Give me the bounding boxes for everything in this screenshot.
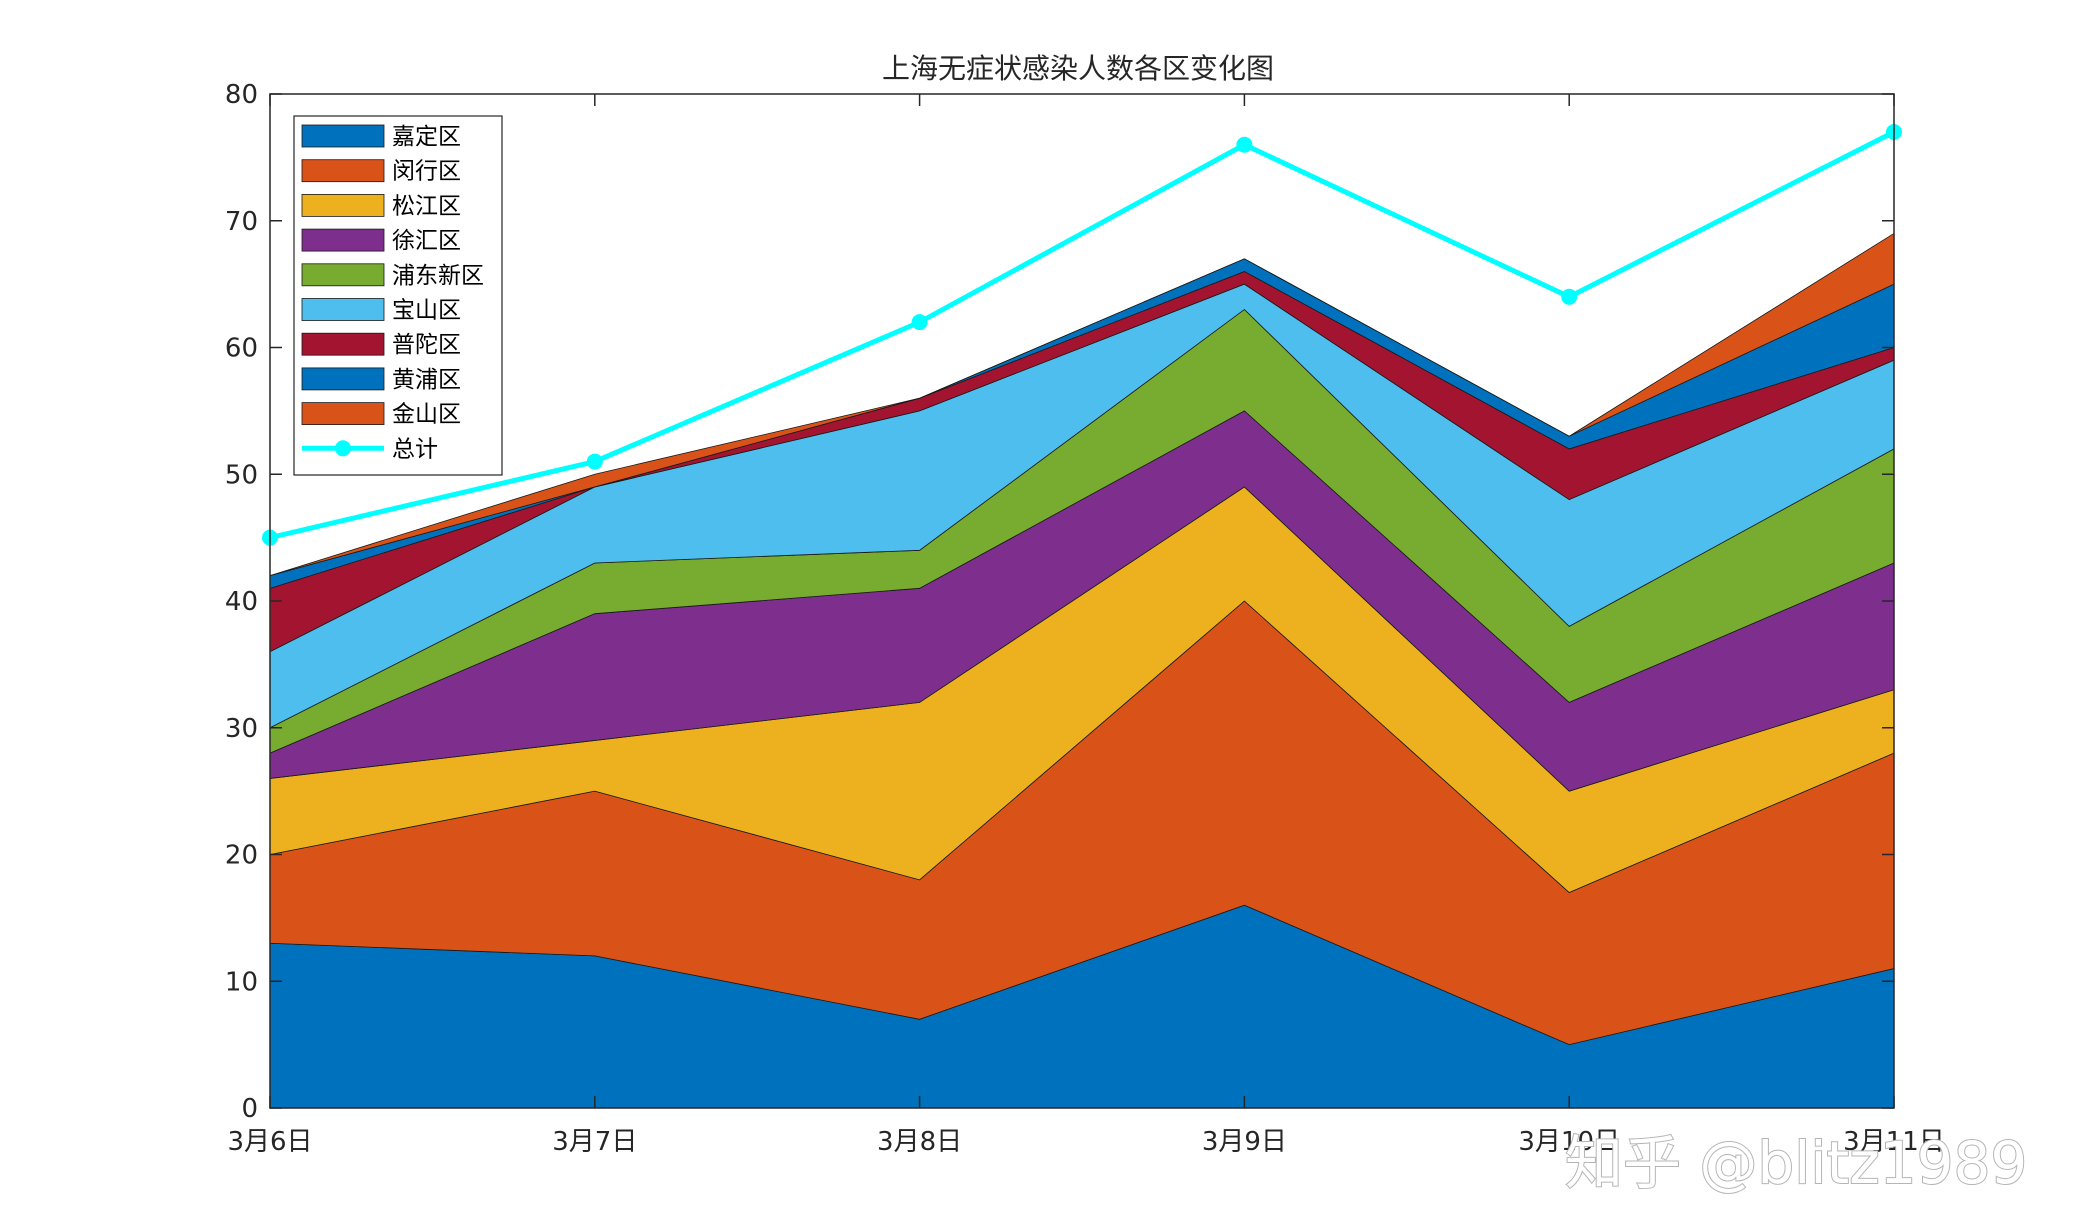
legend-label: 金山区 <box>392 402 461 428</box>
y-tick-label: 70 <box>225 207 258 237</box>
y-tick-label: 40 <box>225 587 258 617</box>
legend-swatch <box>301 159 385 183</box>
total-point-3月10日 <box>1561 288 1578 305</box>
legend-label: 宝山区 <box>392 298 461 324</box>
y-tick-label: 0 <box>241 1094 258 1124</box>
legend-label-total: 总计 <box>392 436 438 462</box>
y-tick-label: 50 <box>225 460 258 490</box>
total-point-3月9日 <box>1236 136 1253 153</box>
x-tick-label: 3月10日 <box>1518 1127 1620 1157</box>
total-point-3月8日 <box>911 314 928 331</box>
chart-title: 上海无症状感染人数各区变化图 <box>882 52 1274 85</box>
legend-swatch <box>301 332 385 356</box>
area-layers <box>269 232 1895 1109</box>
legend-label: 松江区 <box>392 193 461 219</box>
total-point-3月7日 <box>586 453 603 470</box>
x-tick-label: 3月11日 <box>1843 1127 1945 1157</box>
legend-swatch <box>301 298 385 321</box>
legend-swatch <box>301 367 385 391</box>
legend-swatch <box>301 263 385 287</box>
legend-label: 普陀区 <box>392 332 461 358</box>
legend-swatch <box>301 124 385 148</box>
legend-swatch <box>301 193 385 217</box>
legend-label: 黄浦区 <box>392 367 461 393</box>
legend-label: 嘉定区 <box>392 124 461 150</box>
x-tick-label: 3月8日 <box>877 1127 962 1157</box>
total-line-series <box>262 124 1902 546</box>
legend-label: 闵行区 <box>392 159 461 185</box>
legend-total-marker <box>335 440 351 457</box>
y-tick-label: 80 <box>225 80 258 110</box>
y-tick-label: 60 <box>225 334 258 364</box>
watermark-text: 知乎 @blitz1989 <box>1565 1129 2027 1197</box>
x-tick-label: 3月6日 <box>227 1127 312 1157</box>
legend-label: 浦东新区 <box>392 263 484 289</box>
total-line <box>269 129 1896 541</box>
x-tick-label: 3月7日 <box>552 1127 637 1157</box>
legend-swatch <box>301 402 385 426</box>
y-tick-label: 30 <box>225 714 258 744</box>
legend-swatch <box>301 228 385 252</box>
legend-label: 徐汇区 <box>392 228 461 254</box>
y-tick-label: 10 <box>225 967 258 997</box>
axes: 0 10 20 30 40 50 60 70 80 3月6日 3月7日 3月8日 3月9日 3月10日 3月… <box>225 80 1945 1157</box>
y-tick-label: 20 <box>225 841 258 871</box>
x-tick-label: 3月9日 <box>1202 1127 1287 1157</box>
